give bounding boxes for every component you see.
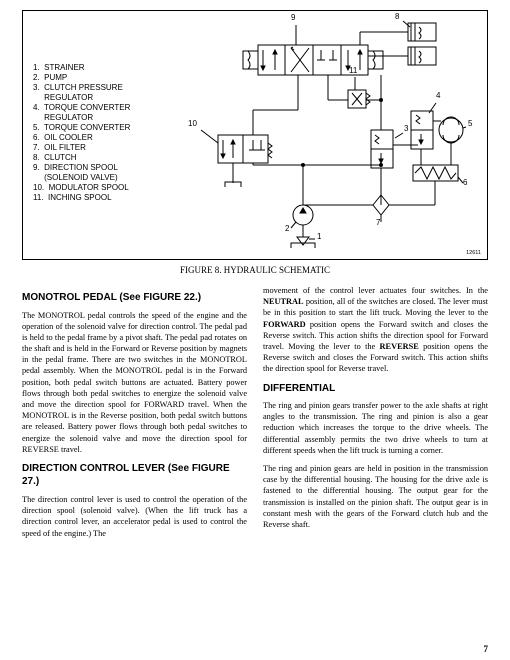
paragraph: movement of the control lever actuates f… bbox=[263, 285, 488, 375]
legend-line: 2. PUMP bbox=[33, 73, 130, 83]
callout-4: 4 bbox=[436, 91, 440, 100]
legend-line: 8. CLUTCH bbox=[33, 153, 130, 163]
legend-line: 5. TORQUE CONVERTER bbox=[33, 123, 130, 133]
callout-8: 8 bbox=[395, 12, 399, 21]
callout-7: 7 bbox=[376, 218, 380, 227]
figure-ref-number: 12611 bbox=[466, 250, 481, 256]
callout-11: 11 bbox=[349, 66, 357, 75]
paragraph: The ring and pinion gears transfer power… bbox=[263, 400, 488, 456]
legend-line: (SOLENOID VALVE) bbox=[33, 173, 130, 183]
legend-line: 7. OIL FILTER bbox=[33, 143, 130, 153]
legend-line: 1. STRAINER bbox=[33, 63, 130, 73]
callout-1: 1 bbox=[317, 232, 321, 241]
legend-line: REGULATOR bbox=[33, 113, 130, 123]
hydraulic-schematic-figure: 1. STRAINER 2. PUMP 3. CLUTCH PRESSURE R… bbox=[22, 10, 488, 260]
legend-line: 11. INCHING SPOOL bbox=[33, 193, 130, 203]
schematic-svg bbox=[163, 15, 483, 255]
paragraph: The direction control lever is used to c… bbox=[22, 494, 247, 539]
heading-monotrol: MONOTROL PEDAL (See FIGURE 22.) bbox=[22, 291, 247, 305]
legend-line: REGULATOR bbox=[33, 93, 130, 103]
paragraph: The MONOTROL pedal controls the speed of… bbox=[22, 310, 247, 455]
callout-6: 6 bbox=[463, 178, 467, 187]
callout-10: 10 bbox=[188, 119, 197, 128]
paragraph: The ring and pinion gears are held in po… bbox=[263, 463, 488, 530]
page-number: 7 bbox=[484, 644, 489, 654]
heading-direction-lever: DIRECTION CONTROL LEVER (See FIGURE 27.) bbox=[22, 462, 247, 489]
legend-line: 6. OIL COOLER bbox=[33, 133, 130, 143]
legend-line: 10. MODULATOR SPOOL bbox=[33, 183, 130, 193]
legend-line: 3. CLUTCH PRESSURE bbox=[33, 83, 130, 93]
heading-differential: DIFFERENTIAL bbox=[263, 382, 488, 396]
callout-3: 3 bbox=[404, 124, 408, 133]
body-columns: MONOTROL PEDAL (See FIGURE 22.) The MONO… bbox=[22, 285, 488, 541]
callout-2: 2 bbox=[285, 224, 289, 233]
figure-caption: FIGURE 8. HYDRAULIC SCHEMATIC bbox=[22, 265, 488, 275]
callout-9: 9 bbox=[291, 13, 295, 22]
callout-5: 5 bbox=[468, 119, 472, 128]
figure-legend: 1. STRAINER 2. PUMP 3. CLUTCH PRESSURE R… bbox=[33, 63, 130, 203]
legend-line: 4. TORQUE CONVERTER bbox=[33, 103, 130, 113]
legend-line: 9. DIRECTION SPOOL bbox=[33, 163, 130, 173]
